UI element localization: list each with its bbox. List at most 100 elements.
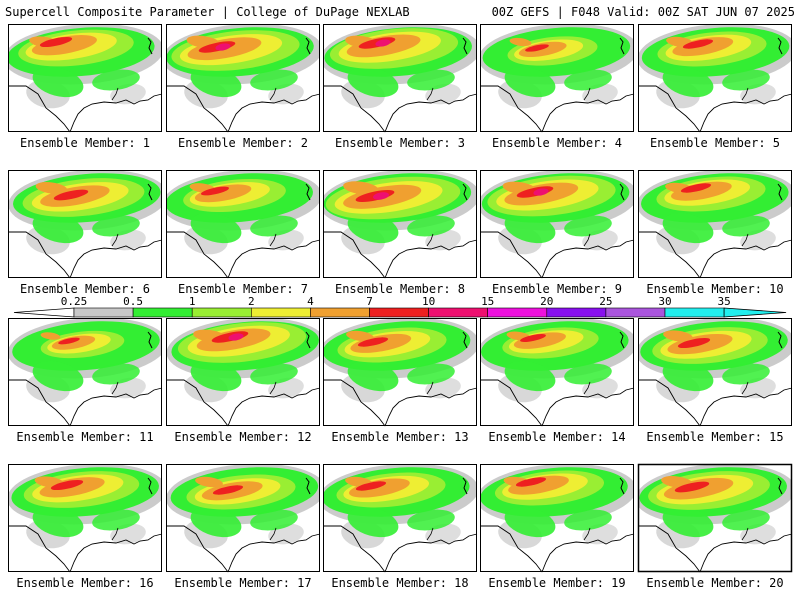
panel-frame — [480, 464, 634, 572]
coastline — [638, 231, 793, 279]
panel-label: Ensemble Member: 20 — [646, 576, 783, 590]
panel-frame — [638, 24, 792, 132]
scp-field — [8, 464, 162, 549]
scp-field — [480, 170, 634, 255]
ensemble-panel — [638, 318, 793, 427]
ensemble-panel — [323, 170, 478, 279]
panel-label: Ensemble Member: 7 — [178, 282, 308, 296]
panel-label: Ensemble Member: 15 — [646, 430, 783, 444]
panel-frame — [8, 24, 162, 132]
panel-label: Ensemble Member: 3 — [335, 136, 465, 150]
ensemble-panel — [637, 463, 793, 573]
panel-frame — [323, 24, 477, 132]
panel-label: Ensemble Member: 16 — [16, 576, 153, 590]
ensemble-panel — [480, 318, 635, 427]
scp-field — [166, 318, 320, 403]
panel-frame — [8, 464, 162, 572]
panel-frame — [638, 170, 792, 278]
scp-field — [323, 318, 477, 403]
ensemble-panel — [166, 24, 321, 133]
colorbar-swatch — [73, 307, 134, 318]
ensemble-panel — [323, 24, 478, 133]
colorbar-swatch — [310, 307, 370, 318]
colorbar-swatch — [605, 307, 666, 318]
colorbar-tick-label: 2 — [248, 295, 255, 308]
ensemble-panel — [323, 318, 478, 427]
panel-label: Ensemble Member: 19 — [488, 576, 625, 590]
panel-label: Ensemble Member: 18 — [331, 576, 468, 590]
panel-label: Ensemble Member: 4 — [492, 136, 622, 150]
panel-frame — [166, 170, 320, 278]
colorbar-tick-label: 10 — [422, 295, 435, 308]
colorbar-swatch — [251, 307, 311, 318]
scp-field — [323, 170, 477, 255]
scp-field — [638, 318, 792, 403]
panel-label: Ensemble Member: 14 — [488, 430, 625, 444]
coastline — [323, 85, 478, 133]
panel-label: Ensemble Member: 12 — [174, 430, 311, 444]
coastline — [638, 525, 793, 573]
colorbar-tick-label: 20 — [540, 295, 553, 308]
ensemble-panel — [480, 170, 635, 279]
panel-frame — [637, 463, 793, 573]
ensemble-panel — [638, 170, 793, 279]
scp-field — [638, 170, 792, 255]
colorbar-swatch — [428, 307, 489, 318]
colorbar-tick-label: 15 — [481, 295, 494, 308]
panel-frame — [166, 464, 320, 572]
colorbar-tick-label: 30 — [658, 295, 671, 308]
panel-label: Ensemble Member: 11 — [16, 430, 153, 444]
coastline — [8, 231, 163, 279]
scp-field — [638, 24, 792, 109]
coastline — [480, 525, 635, 573]
panel-label: Ensemble Member: 10 — [646, 282, 783, 296]
colorbar-swatch — [546, 307, 607, 318]
colorbar-tick-label: 0.5 — [123, 295, 143, 308]
colorbar-tick-label: 25 — [599, 295, 612, 308]
colorbar-tick-label: 0.25 — [61, 295, 88, 308]
scp-field — [480, 24, 634, 109]
coastline — [166, 525, 321, 573]
colorbar-swatch — [132, 307, 193, 318]
panel-label: Ensemble Member: 1 — [20, 136, 150, 150]
colorbar-tick-label: 4 — [307, 295, 314, 308]
header-left-title: Supercell Composite Parameter | College … — [5, 5, 410, 19]
ensemble-panel — [8, 318, 163, 427]
coastline — [8, 525, 163, 573]
panel-frame — [323, 318, 477, 426]
ensemble-panel — [480, 464, 635, 573]
coastline — [480, 85, 635, 133]
header-right-title: 00Z GEFS | F048 Valid: 00Z SAT JUN 07 20… — [491, 5, 795, 19]
scp-field — [323, 464, 477, 549]
panel-frame — [166, 318, 320, 426]
panel-label: Ensemble Member: 9 — [492, 282, 622, 296]
ensemble-panel — [8, 170, 163, 279]
coastline — [638, 379, 793, 427]
scp-field — [166, 170, 320, 255]
scp-field — [8, 318, 162, 403]
scp-field — [323, 24, 477, 109]
coastline — [8, 379, 163, 427]
colorbar-tick-label: 1 — [189, 295, 196, 308]
coastline — [323, 525, 478, 573]
colorbar-max-arrow — [723, 307, 787, 318]
colorbar-swatch — [487, 307, 548, 318]
coastline — [166, 85, 321, 133]
panel-frame — [8, 170, 162, 278]
scp-field — [8, 24, 162, 109]
coastline — [166, 379, 321, 427]
coastline — [323, 379, 478, 427]
scp-field — [166, 464, 320, 549]
panel-label: Ensemble Member: 13 — [331, 430, 468, 444]
panel-frame — [480, 318, 634, 426]
panel-frame — [480, 170, 634, 278]
ensemble-panel — [8, 24, 163, 133]
panel-frame — [323, 464, 477, 572]
panel-frame — [638, 318, 792, 426]
scp-field — [480, 318, 634, 403]
panel-frame — [323, 170, 477, 278]
scp-field — [638, 464, 792, 549]
ensemble-panel — [638, 24, 793, 133]
scp-field — [8, 170, 162, 255]
